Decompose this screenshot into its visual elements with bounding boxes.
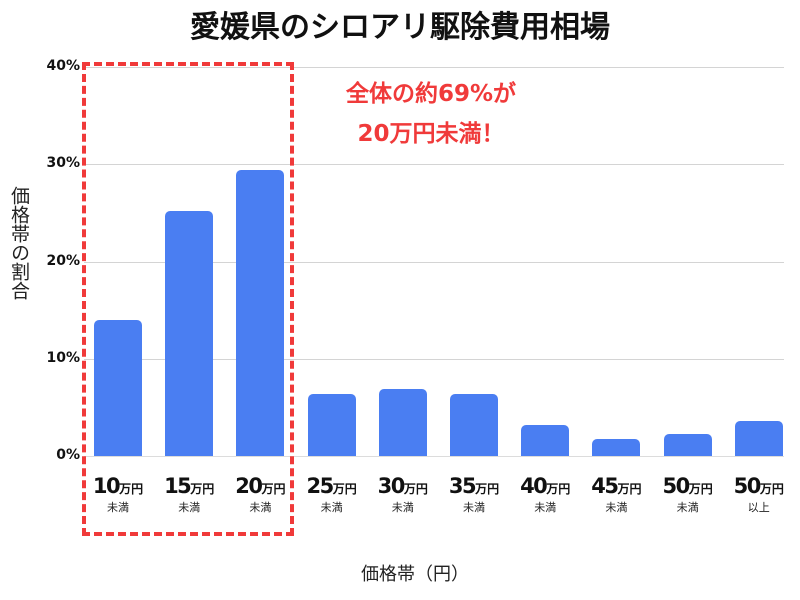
x-tick-label: 25万円未満	[296, 474, 368, 514]
x-tick-qualifier: 未満	[605, 501, 628, 514]
bar	[236, 170, 285, 456]
x-tick-number: 40	[520, 474, 548, 498]
x-tick-label: 10万円未満	[82, 474, 154, 514]
x-tick-unit: 万円	[688, 482, 713, 496]
x-axis-label: 価格帯（円）	[361, 564, 469, 585]
x-tick-label: 45万円未満	[580, 474, 652, 514]
x-tick-number: 35	[448, 474, 477, 498]
y-axis-label: 価格帯の割合	[8, 186, 30, 300]
x-tick-unit: 万円	[190, 482, 215, 496]
x-tick-qualifier: 未満	[391, 501, 414, 514]
x-tick-qualifier: 未満	[320, 501, 343, 514]
x-tick-number: 10	[92, 474, 121, 498]
x-tick-label: 15万円未満	[153, 474, 225, 514]
x-tick-label: 50万円以上	[723, 474, 795, 514]
callout-line-2: 20万円未満！	[357, 121, 505, 147]
x-tick-unit: 万円	[261, 482, 286, 496]
gridline-30	[84, 164, 784, 165]
x-tick-number: 50	[662, 474, 690, 498]
y-tick-0: 0%	[56, 447, 80, 463]
bar	[663, 433, 712, 456]
x-tick-label: 30万円未満	[367, 474, 439, 514]
y-tick-20: 20%	[46, 253, 80, 269]
x-tick-unit: 万円	[759, 482, 784, 496]
gridline-10	[84, 359, 784, 360]
x-tick-number: 45	[591, 474, 619, 498]
chart-title: 愛媛県のシロアリ駆除費用相場	[190, 10, 610, 45]
bar	[94, 319, 142, 456]
x-tick-number: 50	[733, 474, 762, 498]
x-tick-number: 25	[306, 474, 334, 498]
x-tick-qualifier: 以上	[747, 501, 770, 514]
gridline-20	[84, 262, 784, 263]
x-tick-unit: 万円	[546, 482, 571, 496]
x-tick-unit: 万円	[119, 482, 144, 496]
x-tick-qualifier: 未満	[676, 501, 699, 514]
bar	[450, 393, 498, 456]
x-tick-qualifier: 未満	[463, 501, 485, 514]
y-tick-40: 40%	[46, 58, 80, 74]
x-tick-qualifier: 未満	[178, 501, 201, 514]
baseline	[84, 456, 784, 457]
plot-area: 40% 30% 20% 10% 0%	[46, 58, 784, 463]
x-tick-number: 15	[164, 474, 192, 498]
x-tick-unit: 万円	[617, 482, 642, 496]
x-tick-number: 30	[377, 474, 406, 498]
x-tick-label: 50万円未満	[652, 474, 724, 514]
x-tick-qualifier: 未満	[534, 501, 557, 514]
gridline-40	[84, 67, 784, 68]
bar	[307, 393, 356, 456]
x-tick-number: 20	[235, 474, 263, 498]
x-tick-label: 35万円未満	[438, 474, 510, 514]
x-tick-label: 40万円未満	[509, 474, 581, 514]
x-tick-qualifier: 未満	[249, 501, 272, 514]
callout-annotation: 全体の約69%が 20万円未満！	[306, 74, 556, 154]
x-tick-qualifier: 未満	[107, 501, 129, 514]
x-tick-unit: 万円	[403, 482, 428, 496]
callout-line-1: 全体の約69%が	[345, 81, 517, 107]
y-tick-30: 30%	[46, 155, 80, 171]
x-tick-label: 20万円未満	[224, 474, 296, 514]
bar	[521, 424, 570, 456]
bar	[592, 438, 641, 456]
x-tick-unit: 万円	[332, 482, 357, 496]
highlight-box	[82, 62, 294, 536]
bar	[378, 388, 427, 456]
y-tick-10: 10%	[46, 350, 80, 366]
bar	[734, 421, 783, 456]
bar	[165, 210, 214, 456]
x-tick-unit: 万円	[475, 482, 500, 496]
